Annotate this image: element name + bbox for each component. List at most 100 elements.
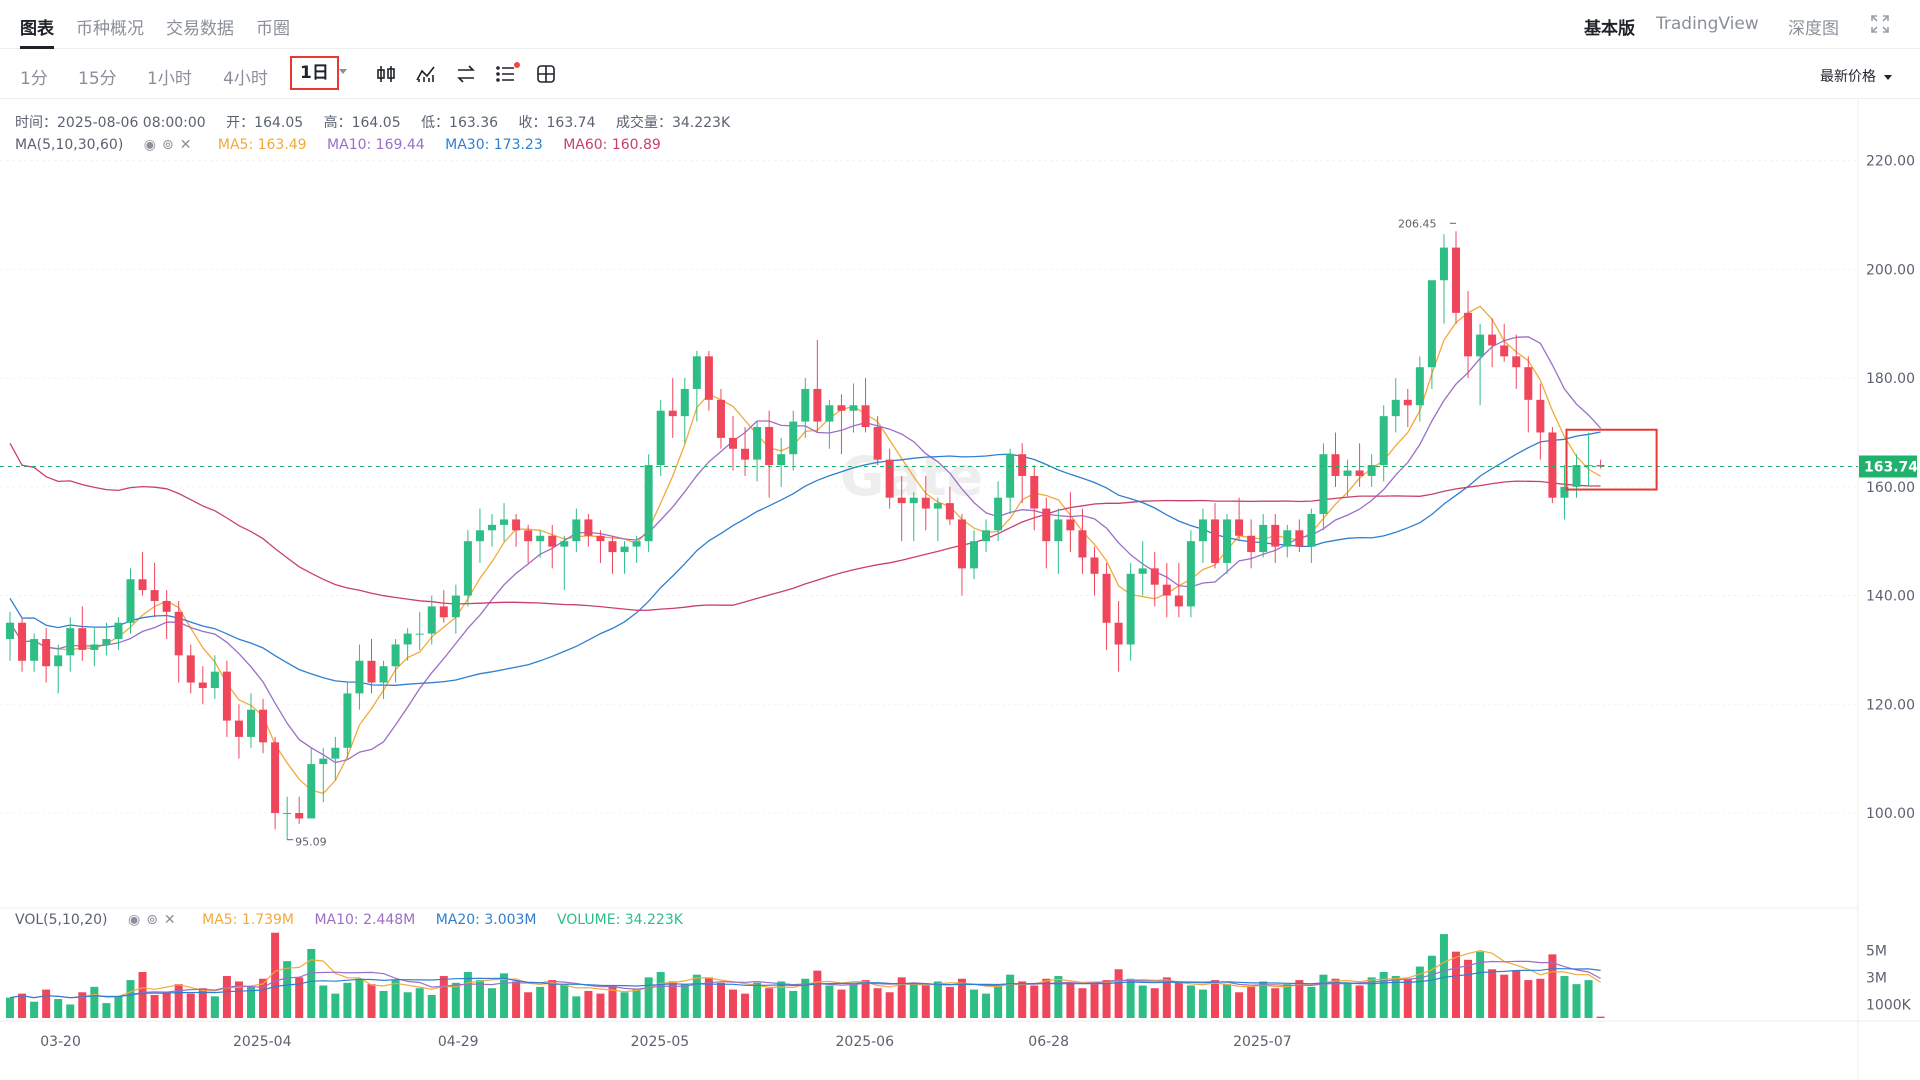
candle-body [1319,454,1328,514]
settings-list-icon[interactable] [494,62,518,86]
tab-coin-circle[interactable]: 币圈 [256,19,290,39]
volume-bar [30,1001,39,1018]
interval-1d[interactable]: 1日 [290,56,339,90]
tab-coin-overview[interactable]: 币种概况 [76,19,144,39]
candle-body [1235,519,1244,536]
settings-icon[interactable]: ⊚ [161,137,174,153]
candle-body [644,465,653,542]
volume-bar [162,992,171,1018]
candle-body [1283,530,1292,547]
eye-icon[interactable]: ◉ [143,137,156,153]
indicator-icon[interactable] [414,62,438,86]
volume-bar [1259,981,1268,1018]
candle-body [560,541,569,547]
volume-bar [524,992,533,1018]
interval-15m[interactable]: 15分 [78,69,117,89]
volume-bar [1307,986,1316,1018]
candle-body [283,813,292,815]
candle-body [620,546,629,553]
price-type-select[interactable]: 最新价格 [1820,66,1892,86]
template-icon[interactable] [534,62,558,86]
candle-body [970,541,978,569]
volume-tick-label: 3M [1866,970,1887,986]
volume-bar [1006,974,1015,1018]
volume-bar [1596,1016,1605,1018]
volume-bar [1367,977,1376,1018]
volume-bar [668,981,677,1018]
volume-bar [271,932,280,1018]
interval-4h[interactable]: 4小时 [223,69,268,89]
candle-body [1223,519,1232,563]
volume-bar [283,961,292,1018]
ohlc-info: 时间：2025-08-06 08:00:00 开：164.05 高：164.05… [15,112,746,132]
volume-bar [1427,955,1436,1018]
volume-bar [825,985,834,1018]
candle-body [945,503,954,520]
candle-body [548,535,557,547]
volume-bar [584,990,593,1018]
volume-bar [222,976,231,1018]
y-tick-label: 100.00 [1866,806,1915,822]
candle-body [1150,568,1159,585]
candle-body [162,600,171,612]
candle-body [1174,595,1183,607]
volume-tick-label: 5M [1866,943,1887,959]
candle-body [837,405,846,411]
volume-bar [295,977,304,1018]
candle-body [1247,535,1256,553]
volume-bar [1476,951,1485,1018]
volume-bar [451,982,460,1018]
settings-icon[interactable]: ⊚ [146,912,158,928]
volume-bar [102,1003,111,1018]
depth-chart-link[interactable]: 深度图 [1788,19,1839,39]
candle-body [1078,530,1087,558]
candle-body [114,622,123,640]
candle-body [753,427,762,460]
interval-1h[interactable]: 1小时 [147,69,192,89]
volume-bar [1283,984,1292,1018]
candle-body [1054,519,1063,542]
volume-bar [909,982,918,1018]
volume-bar [1536,978,1545,1018]
price-chart[interactable]: 220.00 200.00 180.00 160.00 140.00 120.00 100.… [0,100,1920,1080]
candle-body [198,682,207,688]
candlestick-type-icon[interactable] [374,62,398,86]
interval-1m[interactable]: 1分 [20,69,48,89]
volume-bar [488,988,496,1018]
vol-legend-name: VOL(5,10,20) [15,912,108,928]
volume-bar [1126,978,1135,1018]
basic-version-link[interactable]: 基本版 [1584,19,1635,39]
candle-body [1415,367,1424,406]
y-tick-label: 180.00 [1866,371,1915,387]
ma60-value: MA60: 160.89 [563,137,661,153]
ohlc-close: 收：163.74 [518,115,596,131]
swap-icon[interactable] [454,62,478,86]
volume-bar [512,981,521,1018]
candle-body [66,628,75,656]
eye-icon[interactable]: ◉ [127,912,141,928]
candle-body [1500,345,1509,357]
volume-bar [319,985,328,1018]
volume-bar [849,984,858,1018]
candle-body [379,666,388,683]
volume-bar [1198,989,1207,1018]
volume-bar [1162,977,1171,1018]
volume-bar [1415,966,1424,1018]
y-tick-label: 220.00 [1866,154,1915,170]
price-type-label: 最新价格 [1820,69,1876,85]
volume-bar [1560,976,1569,1018]
interval-dropdown-icon[interactable] [339,69,347,74]
candle-body [259,709,268,743]
candle-body [596,535,605,542]
close-icon[interactable]: ✕ [179,137,192,153]
tab-chart[interactable]: 图表 [20,19,54,39]
tab-trading-data[interactable]: 交易数据 [166,19,234,39]
volume-bar [1295,980,1304,1018]
expand-icon[interactable] [1870,14,1890,34]
candle-body [1403,399,1412,406]
candle-body [873,427,882,460]
volume-bar [379,990,388,1018]
tradingview-link[interactable]: TradingView [1656,14,1759,34]
close-icon[interactable]: ✕ [163,912,176,928]
ma30-line [9,431,1601,686]
